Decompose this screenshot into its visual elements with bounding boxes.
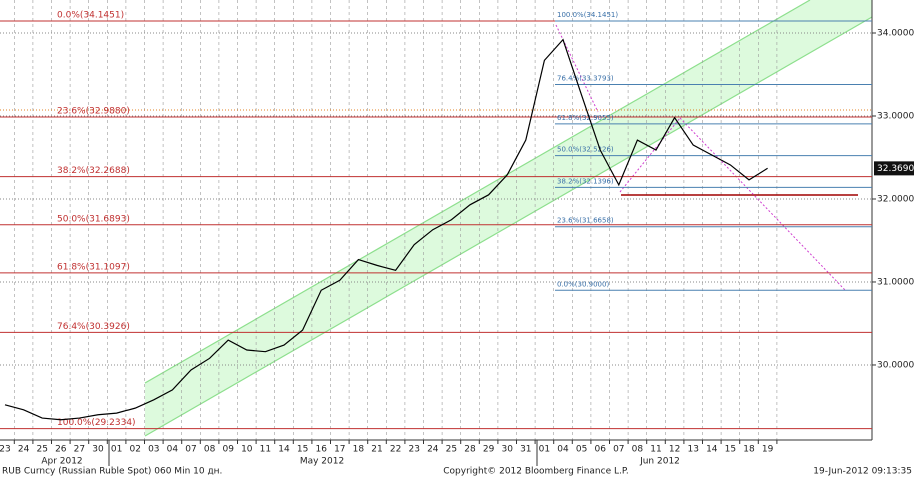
y-tick-label: 31.0000	[877, 277, 914, 287]
x-tick-label: 03	[148, 445, 159, 455]
x-tick-label: 14	[278, 445, 290, 455]
x-tick-label: 21	[371, 445, 382, 455]
x-tick-label: 11	[650, 445, 661, 455]
x-tick-label: 25	[446, 445, 457, 455]
x-tick-label: 29	[483, 445, 495, 455]
y-tick-label: 32.0000	[877, 194, 914, 204]
price-line	[4, 38, 768, 421]
fib-label: 61.8%(31.1097)	[57, 262, 130, 272]
month-label: May 2012	[300, 457, 344, 467]
fib-label: 61.8%(32.9055)	[557, 114, 614, 122]
x-tick-label: 18	[353, 445, 365, 455]
fib-label: 50.0%(31.6893)	[57, 214, 130, 224]
fib-label: 0.0%(30.9000)	[557, 280, 609, 288]
x-tick-label: 24	[427, 445, 439, 455]
fib-label: 100.0%(29.2334)	[57, 418, 136, 428]
fib-label: 76.4%(30.3926)	[57, 322, 130, 332]
x-tick-label: 25	[36, 445, 47, 455]
x-tick-label: 27	[74, 445, 85, 455]
x-tick-label: 23	[0, 445, 11, 455]
x-tick-label: 30	[92, 445, 104, 455]
last-price-box	[874, 161, 914, 176]
x-tick-label: 09	[222, 445, 234, 455]
fib-label: 50.0%(32.5226)	[557, 146, 614, 154]
x-tick-label: 08	[204, 445, 216, 455]
x-tick-label: 07	[613, 445, 624, 455]
x-tick-label: 15	[297, 445, 308, 455]
x-tick-label: 06	[594, 445, 606, 455]
x-tick-label: 14	[706, 445, 718, 455]
x-tick-label: 13	[687, 445, 698, 455]
x-tick-label: 17	[334, 445, 345, 455]
x-tick-label: 24	[18, 445, 30, 455]
x-tick-label: 30	[501, 445, 513, 455]
channel-lower	[144, 16, 873, 437]
x-tick-label: 15	[725, 445, 736, 455]
x-tick-label: 11	[260, 445, 271, 455]
x-tick-label: 31	[520, 445, 531, 455]
y-tick-label: 33.0000	[877, 111, 914, 121]
footer-right: 19-Jun-2012 09:13:35	[813, 467, 912, 477]
fib-label: 38.2%(32.2688)	[57, 166, 130, 176]
y-tick-label: 30.0000	[877, 360, 914, 370]
x-tick-label: 26	[55, 445, 67, 455]
x-tick-label: 01	[111, 445, 122, 455]
month-label: Jun 2012	[639, 457, 680, 467]
x-tick-label: 22	[390, 445, 401, 455]
x-tick-label: 04	[167, 445, 179, 455]
fib-label: 100.0%(34.1451)	[557, 11, 618, 19]
x-tick-label: 12	[669, 445, 680, 455]
fib-label: 23.6%(31.6658)	[557, 217, 614, 225]
footer-center: Copyright© 2012 Bloomberg Finance L.P.	[443, 467, 628, 477]
x-tick-label: 28	[464, 445, 476, 455]
fib-label: 76.4%(33.3793)	[557, 75, 614, 83]
x-tick-label: 10	[241, 445, 253, 455]
trend-channel	[145, 0, 872, 436]
x-tick-label: 04	[557, 445, 569, 455]
last-price-label: 32.3690	[877, 164, 914, 174]
fib-label: 23.6%(32.9880)	[57, 106, 130, 116]
fib-label: 38.2%(32.1396)	[557, 177, 614, 185]
x-tick-label: 23	[408, 445, 419, 455]
x-tick-label: 08	[632, 445, 644, 455]
y-tick-label: 34.0000	[877, 28, 914, 38]
x-tick-label: 05	[576, 445, 587, 455]
x-tick-label: 01	[539, 445, 550, 455]
x-tick-label: 07	[185, 445, 196, 455]
fib-label: 0.0%(34.1451)	[57, 10, 124, 20]
x-tick-label: 02	[129, 445, 140, 455]
footer-left: RUB Curncy (Russian Ruble Spot) 060 Min …	[2, 467, 222, 477]
x-tick-label: 18	[743, 445, 755, 455]
x-tick-label: 19	[762, 445, 774, 455]
x-tick-label: 16	[315, 445, 327, 455]
month-label: Apr 2012	[41, 457, 82, 467]
